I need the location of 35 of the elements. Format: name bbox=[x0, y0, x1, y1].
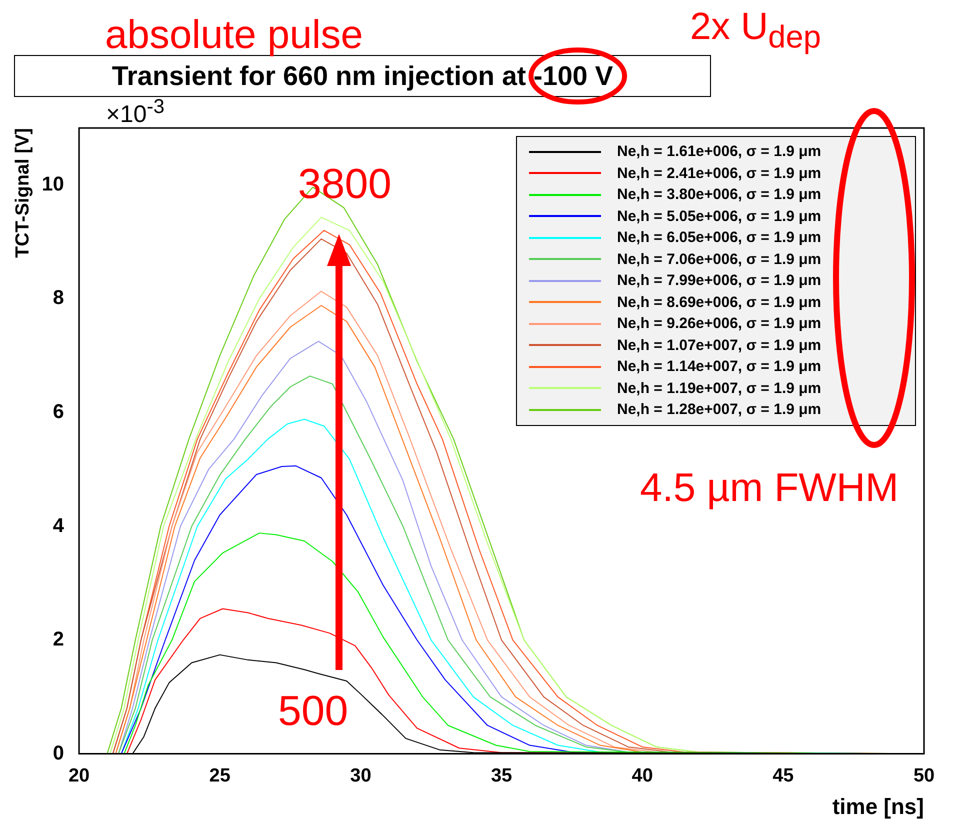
text: absolute pulse bbox=[105, 13, 363, 57]
x-tick-label: 20 bbox=[68, 765, 90, 786]
legend-label: Ne,h = 1.61e+006, σ = 1.9 μm bbox=[617, 142, 822, 162]
y-tick-label: 8 bbox=[52, 287, 64, 310]
text: 2x U$_{dep}$ bbox=[690, 6, 821, 55]
x-tick-label: 30 bbox=[350, 765, 372, 786]
legend-label: Ne,h = 9.26e+006, σ = 1.9 μm bbox=[617, 314, 822, 334]
legend-label: Ne,h = 1.19e+007, σ = 1.9 μm bbox=[617, 378, 822, 398]
legend-label: Ne,h = 1.07e+007, σ = 1.9 μm bbox=[617, 336, 822, 356]
annotation: 3800 bbox=[298, 160, 392, 207]
legend-label: Ne,h = 1.14e+007, σ = 1.9 μm bbox=[617, 357, 822, 377]
chart-title: Transient for 660 nm injection at -100 V bbox=[112, 61, 614, 91]
x-tick-label: 40 bbox=[632, 765, 653, 786]
y-tick-label: 0 bbox=[52, 742, 64, 764]
x-tick-label: 45 bbox=[772, 765, 794, 786]
legend-label: Ne,h = 7.06e+006, σ = 1.9 μm bbox=[617, 250, 822, 270]
annotation: 500 bbox=[278, 687, 348, 734]
x-axis-title: time [ns] bbox=[832, 794, 924, 819]
y-axis-title: TCT-Signal [V] bbox=[12, 128, 34, 258]
legend-label: Ne,h = 1.28e+007, σ = 1.9 μm bbox=[617, 400, 822, 420]
x-tick-label: 50 bbox=[913, 765, 935, 786]
y-tick-label: 4 bbox=[52, 514, 65, 537]
legend-label: Ne,h = 7.99e+006, σ = 1.9 μm bbox=[617, 271, 822, 291]
legend-label: Ne,h = 6.05e+006, σ = 1.9 μm bbox=[617, 228, 822, 248]
annotation: ×10$^{-3}$ bbox=[106, 96, 165, 128]
legend-label: Ne,h = 2.41e+006, σ = 1.9 μm bbox=[617, 164, 822, 184]
legend-label: Ne,h = 5.05e+006, σ = 1.9 μm bbox=[617, 206, 822, 226]
y-tick-label: 2 bbox=[52, 628, 64, 651]
annotation: 4.5 µm FWHM bbox=[640, 466, 899, 510]
y-tick-label: 6 bbox=[52, 400, 64, 423]
x-tick-label: 25 bbox=[209, 765, 231, 786]
y-tick-label: 10 bbox=[42, 173, 64, 196]
legend-label: Ne,h = 3.80e+006, σ = 1.9 μm bbox=[617, 185, 822, 205]
legend-label: Ne,h = 8.69e+006, σ = 1.9 μm bbox=[617, 292, 822, 312]
x-tick-label: 35 bbox=[490, 765, 513, 786]
